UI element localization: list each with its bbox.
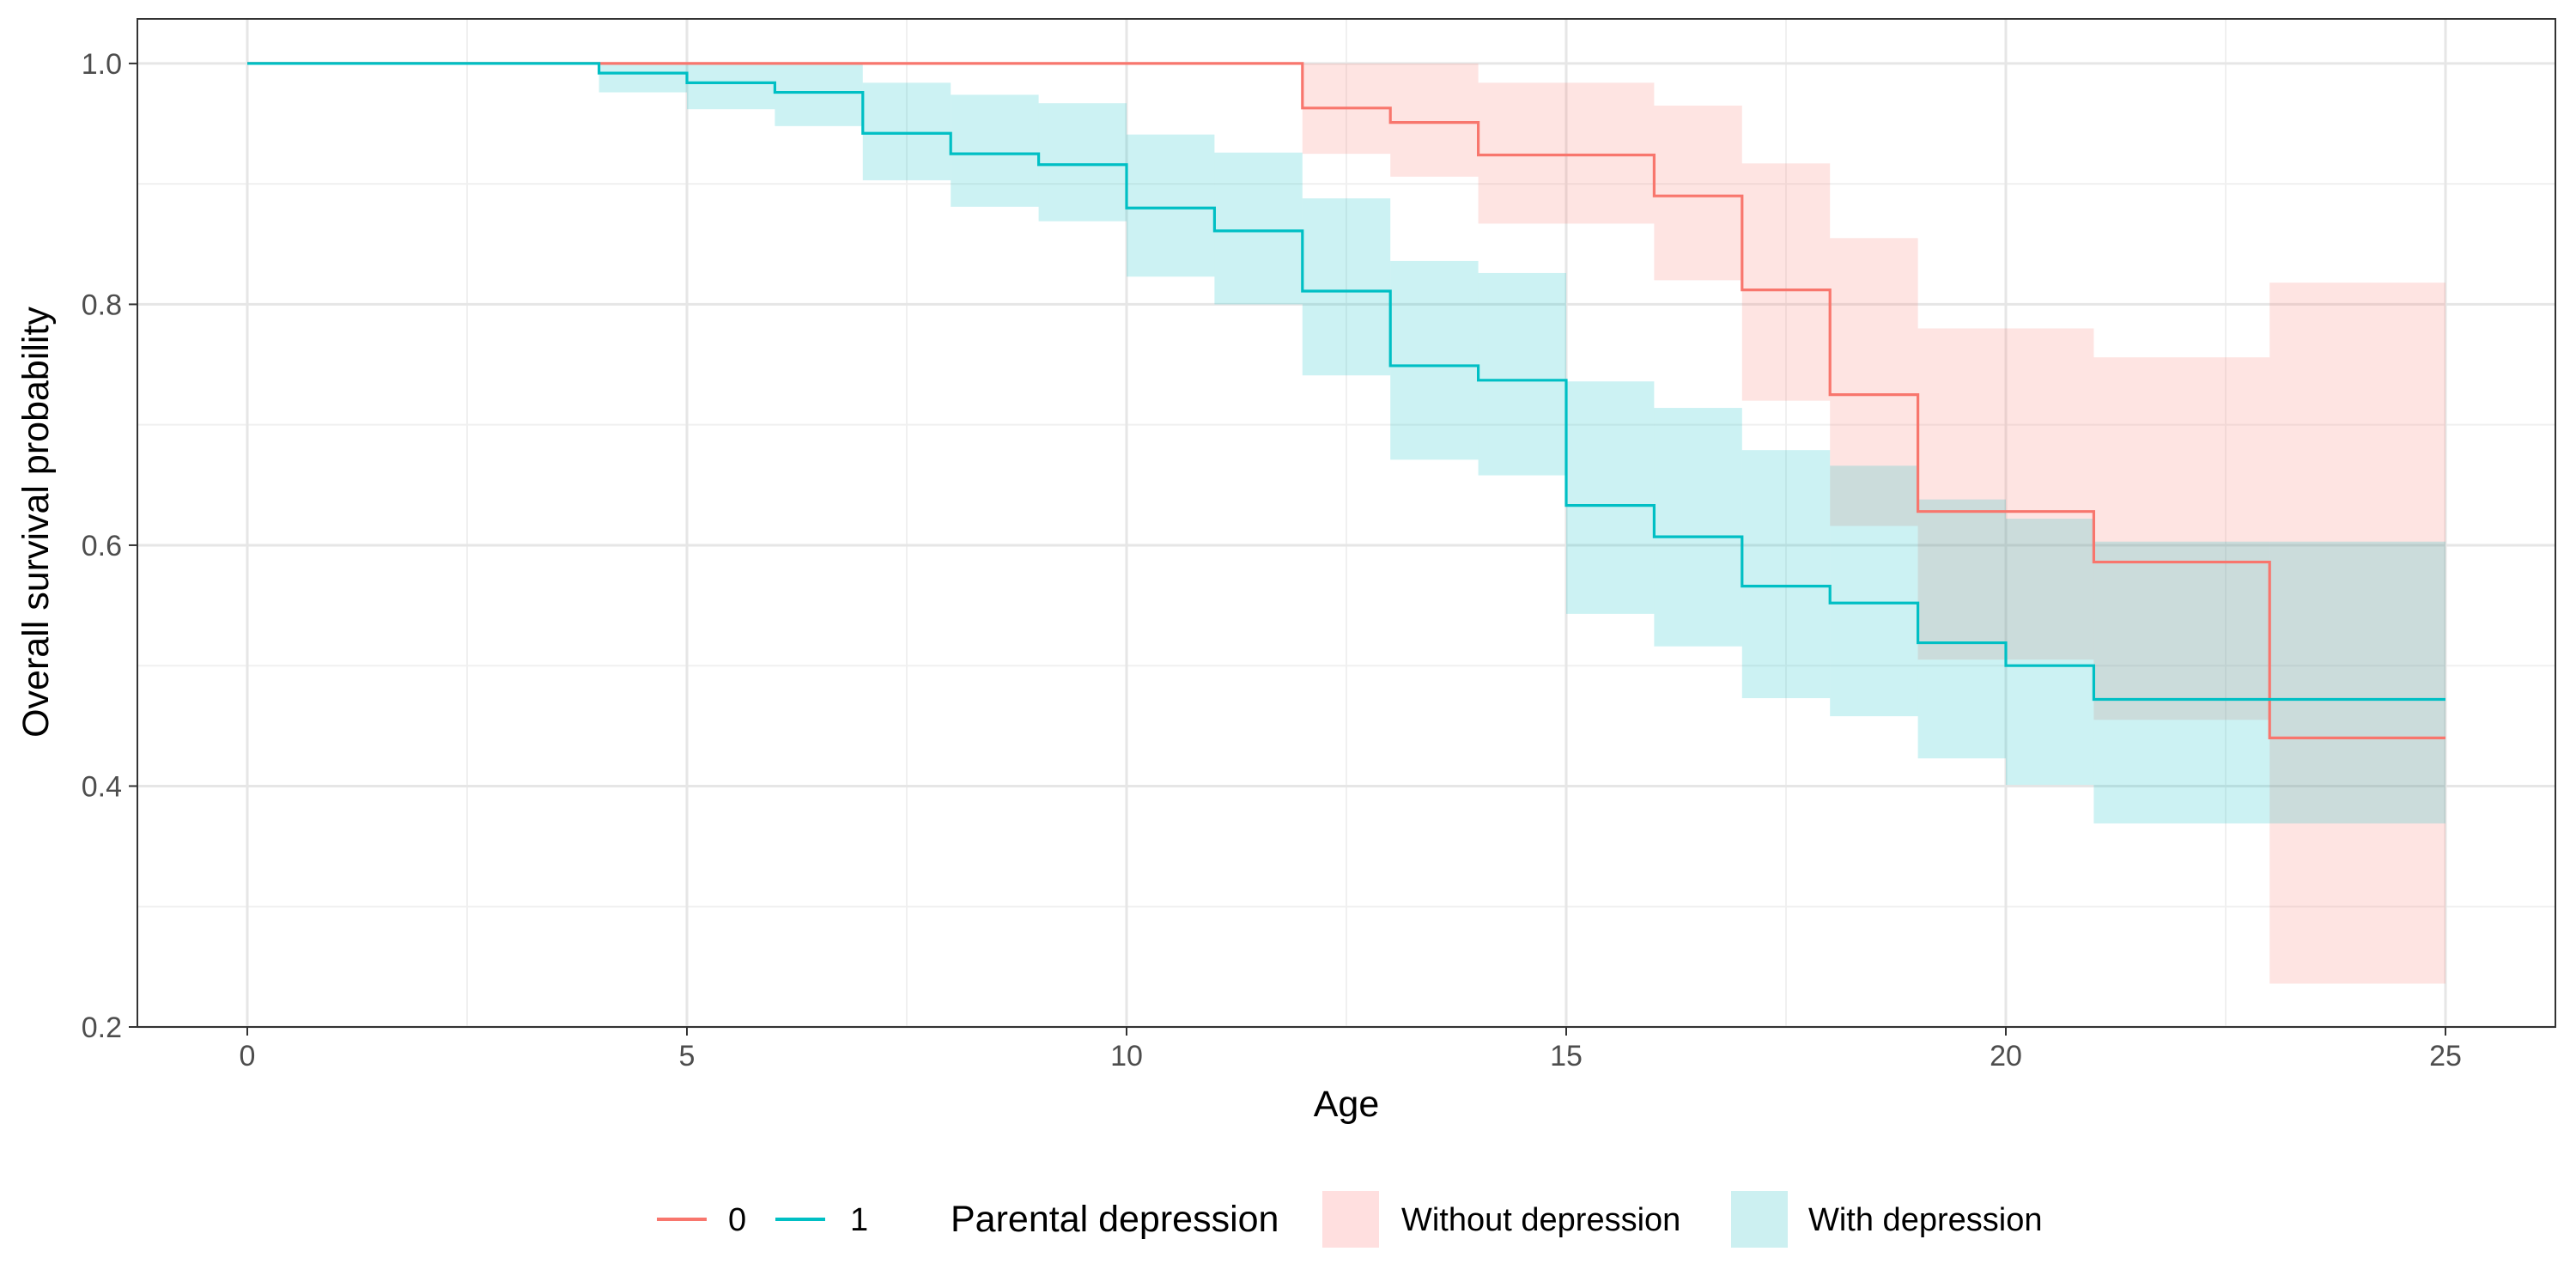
- confidence-band-with-depression: [1390, 260, 1479, 460]
- y-tick-label: 0.8: [82, 289, 122, 321]
- confidence-band-with-depression: [1038, 103, 1127, 222]
- legend-label-without-depression: Without depression: [1401, 1202, 1680, 1238]
- x-tick-label: 20: [1990, 1040, 2022, 1072]
- legend-label-0: 0: [728, 1202, 746, 1238]
- confidence-band-without-depression: [1741, 163, 1831, 401]
- panel-border: [137, 18, 2556, 1028]
- x-tick-label: 15: [1550, 1040, 1583, 1072]
- minor-gridlines: [137, 19, 2555, 1027]
- confidence-band-without-depression: [1478, 82, 1655, 224]
- confidence-band-with-depression: [2006, 519, 2094, 786]
- x-tick-label: 25: [2429, 1040, 2462, 1072]
- confidence-band-with-depression: [1127, 134, 1215, 277]
- x-tick-label: 5: [679, 1040, 696, 1072]
- x-axis-ticks: 0 5 10 15 20 25: [240, 1027, 2462, 1072]
- confidence-band-without-depression: [1654, 105, 1742, 281]
- confidence-band-with-depression: [862, 82, 951, 180]
- confidence-band-with-depression: [1214, 152, 1303, 305]
- confidence-band-without-depression: [1390, 63, 1479, 177]
- legend: 0 1 Parental depression Without depressi…: [657, 1191, 2042, 1248]
- confidence-band-with-depression: [1302, 197, 1391, 376]
- x-axis-title: Age: [1314, 1084, 1380, 1125]
- legend-title: Parental depression: [951, 1199, 1279, 1240]
- survival-line-series-1: [247, 62, 2445, 702]
- legend-label-with-depression: With depression: [1808, 1202, 2042, 1238]
- y-axis-ticks: 0.2 0.4 0.6 0.8 1.0: [82, 48, 137, 1044]
- confidence-band-with-depression: [775, 63, 863, 126]
- y-tick-label: 1.0: [82, 48, 122, 81]
- confidence-band-with-depression: [1917, 499, 2006, 759]
- confidence-band-with-depression: [951, 94, 1039, 207]
- confidence-band-with-depression: [1566, 381, 1655, 614]
- confidence-band-with-depression: [1478, 272, 1566, 476]
- x-tick-label: 0: [240, 1040, 256, 1072]
- confidence-band-with-depression: [1830, 465, 1918, 717]
- confidence-band-without-depression: [1917, 328, 2094, 660]
- survival-line-series-0: [247, 62, 2445, 739]
- confidence-bands: [598, 63, 2445, 984]
- confidence-band-with-depression: [687, 63, 775, 110]
- confidence-band-without-depression: [1830, 238, 1918, 526]
- confidence-band-without-depression: [2269, 283, 2445, 984]
- confidence-band-with-depression: [598, 63, 687, 93]
- y-tick-label: 0.6: [82, 530, 122, 562]
- y-tick-label: 0.4: [82, 770, 122, 803]
- confidence-band-with-depression: [1741, 450, 1831, 699]
- y-axis-title: Overall survival probability: [15, 307, 57, 738]
- legend-key-without-depression: [1322, 1191, 1379, 1248]
- survival-lines: [247, 62, 2445, 739]
- y-tick-label: 0.2: [82, 1012, 122, 1044]
- confidence-band-without-depression: [2093, 357, 2270, 720]
- x-tick-label: 10: [1110, 1040, 1143, 1072]
- legend-label-1: 1: [850, 1202, 868, 1238]
- confidence-band-with-depression: [1654, 408, 1742, 647]
- legend-key-with-depression: [1731, 1191, 1788, 1248]
